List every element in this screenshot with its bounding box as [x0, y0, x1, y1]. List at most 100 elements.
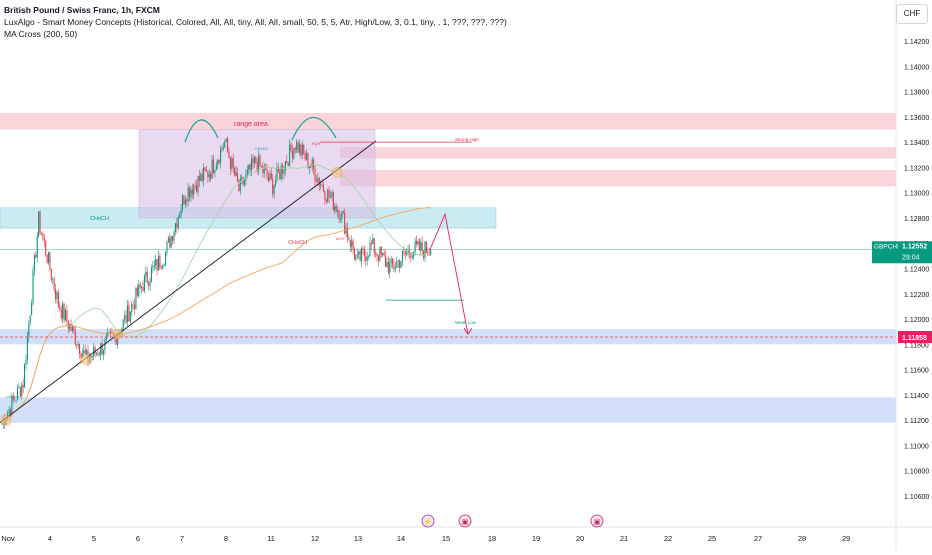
- candle: [16, 387, 19, 401]
- pivot-highlight: [112, 328, 124, 340]
- candle: [169, 237, 171, 248]
- candle: [417, 240, 419, 245]
- price-tick-label: 1.11200: [904, 418, 929, 425]
- candle: [186, 199, 188, 202]
- candle: [8, 409, 10, 414]
- indicator-ma-cross[interactable]: MA Cross (200, 50): [4, 29, 78, 39]
- candle: [331, 192, 333, 198]
- candle: [139, 284, 141, 288]
- price-tick-label: 1.12000: [904, 317, 929, 324]
- price-tick-label: 1.12800: [904, 216, 929, 223]
- lightning-icon[interactable]: [421, 514, 435, 528]
- lightning-icon-glyph: ⚡: [424, 517, 433, 526]
- eqh-label: EQH: [312, 142, 320, 146]
- candle: [146, 271, 148, 283]
- candle: [263, 168, 265, 174]
- candle: [12, 396, 14, 400]
- target-price-tag[interactable]: [898, 331, 932, 344]
- candle: [63, 303, 65, 321]
- candle: [193, 185, 195, 195]
- candle: [19, 387, 21, 397]
- chart-legend: British Pound / Swiss Franc, 1h, FXCM Lu…: [4, 4, 507, 40]
- candle: [332, 192, 334, 211]
- candle: [155, 259, 157, 266]
- current-price-tag[interactable]: [898, 241, 932, 264]
- candle: [338, 210, 340, 220]
- candle: [77, 343, 79, 346]
- candle: [399, 260, 401, 268]
- candle: [294, 148, 296, 150]
- candle: [110, 332, 112, 334]
- candle: [423, 250, 425, 258]
- indicator-smc[interactable]: LuxAlgo - Smart Money Concepts (Historic…: [4, 17, 507, 27]
- candle: [148, 282, 150, 286]
- candle: [52, 279, 54, 280]
- time-tick-label: 4: [48, 534, 52, 543]
- projection-path: [429, 212, 469, 335]
- candle: [157, 256, 160, 271]
- calendar-event-icon[interactable]: [590, 514, 604, 528]
- candle: [232, 158, 234, 168]
- candle: [335, 205, 337, 212]
- time-tick-label: 12: [311, 534, 319, 543]
- currency-button[interactable]: CHF: [896, 4, 928, 24]
- candle: [404, 251, 406, 255]
- choch-label: CHoCH: [90, 216, 109, 222]
- price-tick-label: 1.13800: [904, 90, 929, 97]
- candle: [269, 173, 271, 181]
- candle: [365, 255, 367, 261]
- candle: [67, 321, 69, 329]
- candle: [321, 184, 323, 186]
- candle: [363, 249, 365, 256]
- candle: [418, 240, 420, 251]
- candle: [414, 240, 416, 253]
- candle: [129, 311, 131, 322]
- time-tick-label: 25: [708, 534, 716, 543]
- candle: [400, 261, 402, 268]
- price-tick-label: 1.11600: [904, 368, 929, 375]
- candle: [372, 237, 374, 244]
- candle: [136, 287, 138, 296]
- candle: [69, 324, 71, 329]
- candle: [324, 191, 326, 200]
- candle: [265, 168, 267, 170]
- candle: [133, 304, 136, 309]
- candle: [267, 177, 270, 181]
- candle: [39, 211, 41, 233]
- symbol-title[interactable]: British Pound / Swiss Franc, 1h, FXCM: [4, 5, 160, 15]
- candle: [180, 209, 182, 216]
- candle: [376, 253, 378, 256]
- pivot-highlight: [331, 167, 343, 178]
- candle: [32, 270, 34, 304]
- supply-zone: [0, 113, 896, 130]
- candle: [84, 350, 86, 354]
- candle: [228, 151, 230, 159]
- candle: [47, 252, 50, 263]
- candle: [390, 259, 392, 263]
- candle: [181, 195, 184, 210]
- candle: [406, 253, 408, 255]
- candle: [60, 309, 62, 318]
- candle: [128, 305, 130, 322]
- ma-slow-line: [1, 206, 431, 424]
- price-tick-label: 1.11400: [904, 393, 929, 400]
- candle: [313, 159, 315, 169]
- candle: [310, 166, 312, 168]
- candle: [342, 211, 344, 213]
- candle: [207, 170, 209, 178]
- candle: [94, 346, 96, 354]
- time-tick-label: 5: [92, 534, 96, 543]
- candle: [379, 247, 381, 261]
- candle: [256, 162, 258, 172]
- candle: [211, 159, 213, 179]
- candle: [427, 252, 429, 255]
- candle: [242, 177, 244, 185]
- price-tick-label: 1.13000: [904, 191, 929, 198]
- candle: [315, 180, 317, 182]
- current-price-label: 1.12552: [902, 243, 927, 250]
- calendar-event-icon[interactable]: [458, 514, 472, 528]
- candle: [345, 227, 347, 234]
- candle: [231, 158, 233, 170]
